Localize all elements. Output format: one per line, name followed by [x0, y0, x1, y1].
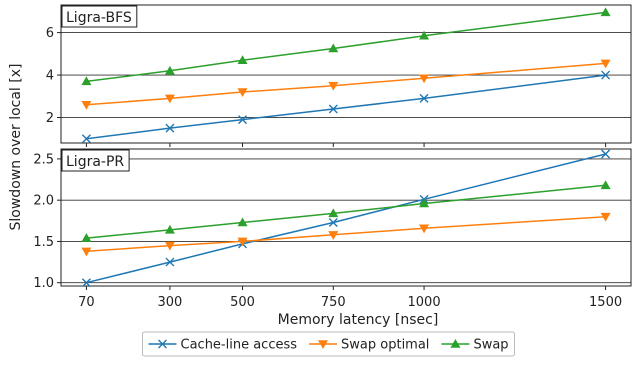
panel-label: Ligra-BFS — [61, 5, 138, 28]
series-swap — [81, 7, 611, 86]
panel-label-text: Ligra-PR — [66, 154, 124, 170]
data-point — [328, 231, 339, 240]
data-point — [238, 115, 248, 125]
data-point — [165, 123, 175, 133]
data-point — [419, 224, 430, 234]
data-point — [328, 217, 338, 227]
series-line — [86, 215, 606, 253]
data-point — [328, 104, 338, 114]
data-point — [237, 55, 248, 64]
legend-label: Cache-line access — [181, 338, 298, 353]
data-point — [600, 59, 611, 69]
panel-label: Ligra-PR — [61, 149, 130, 172]
legend-marker — [318, 340, 329, 349]
y-tick-label: 2.0 — [33, 194, 54, 209]
panel-1: 1.0 1.5 2.0 2.5 70 300 500 750 1000 1500 Ligra-PR — [33, 148, 632, 310]
y-tick-label: 1.0 — [33, 276, 54, 291]
data-point — [328, 43, 339, 53]
data-point — [600, 7, 611, 17]
y-tick-label: 2 — [46, 111, 54, 126]
data-point — [419, 74, 430, 84]
y-tick-label: 6 — [46, 26, 54, 41]
legend-item-swap: Swap — [441, 338, 509, 353]
x-tick-label: 1500 — [589, 295, 622, 310]
x-axis-label: Memory latency [nsec] — [278, 312, 439, 328]
data-point — [419, 30, 430, 40]
panel-0: 2 4 6 Ligra-BFS — [46, 4, 632, 147]
series-cache-line-access — [81, 149, 611, 288]
data-point — [601, 70, 611, 80]
series-line — [86, 153, 606, 284]
y-tick-label: 4 — [46, 69, 54, 84]
x-tick-label: 300 — [158, 295, 183, 310]
data-point — [81, 233, 92, 242]
data-point — [81, 247, 92, 257]
data-point — [164, 65, 175, 75]
data-point — [237, 88, 248, 98]
data-point — [600, 180, 611, 190]
data-point — [237, 237, 248, 247]
data-point — [81, 134, 91, 144]
x-tick-label: 70 — [78, 295, 95, 310]
data-point — [164, 241, 175, 251]
data-point — [419, 198, 430, 208]
x-tick-label: 500 — [230, 295, 255, 310]
x-tick-label: 1000 — [408, 295, 441, 310]
y-tick-label: 1.5 — [33, 235, 54, 250]
legend-marker — [450, 339, 461, 348]
legend: Cache-line access Swap optimal Swap — [142, 331, 515, 357]
x-tick-label: 750 — [321, 295, 346, 310]
data-point — [601, 149, 611, 159]
plot-frame — [60, 148, 632, 287]
series-swap — [81, 180, 611, 242]
y-tick-label: 2.5 — [33, 152, 54, 167]
legend-label: Swap — [473, 338, 508, 353]
legend-marker — [158, 339, 167, 349]
data-point — [328, 81, 339, 91]
y-axis-label: Slowdown over local [x] — [8, 64, 24, 231]
panel-label-box — [61, 5, 138, 28]
legend-item-cache-line-access: Cache-line access — [148, 338, 298, 353]
series-swap-optimal — [81, 59, 611, 110]
data-point — [164, 224, 175, 234]
legend-item-swap-optimal: Swap optimal — [309, 338, 429, 353]
plot-frame — [60, 4, 632, 144]
data-point — [164, 94, 175, 104]
series-line — [86, 62, 606, 106]
series-line — [86, 74, 606, 140]
panel-label-box — [61, 149, 130, 172]
data-point — [419, 93, 429, 103]
series-cache-line-access — [81, 70, 611, 144]
data-point — [81, 278, 91, 288]
data-point — [237, 217, 248, 227]
panel-label-text: Ligra-BFS — [66, 10, 132, 26]
data-point — [328, 208, 339, 218]
series-swap-optimal — [81, 212, 611, 257]
series-line — [86, 11, 606, 83]
data-point — [81, 101, 92, 110]
data-point — [165, 257, 175, 267]
series-line — [86, 184, 606, 239]
data-point — [81, 76, 92, 86]
data-point — [600, 212, 611, 222]
legend-label: Swap optimal — [341, 338, 429, 353]
